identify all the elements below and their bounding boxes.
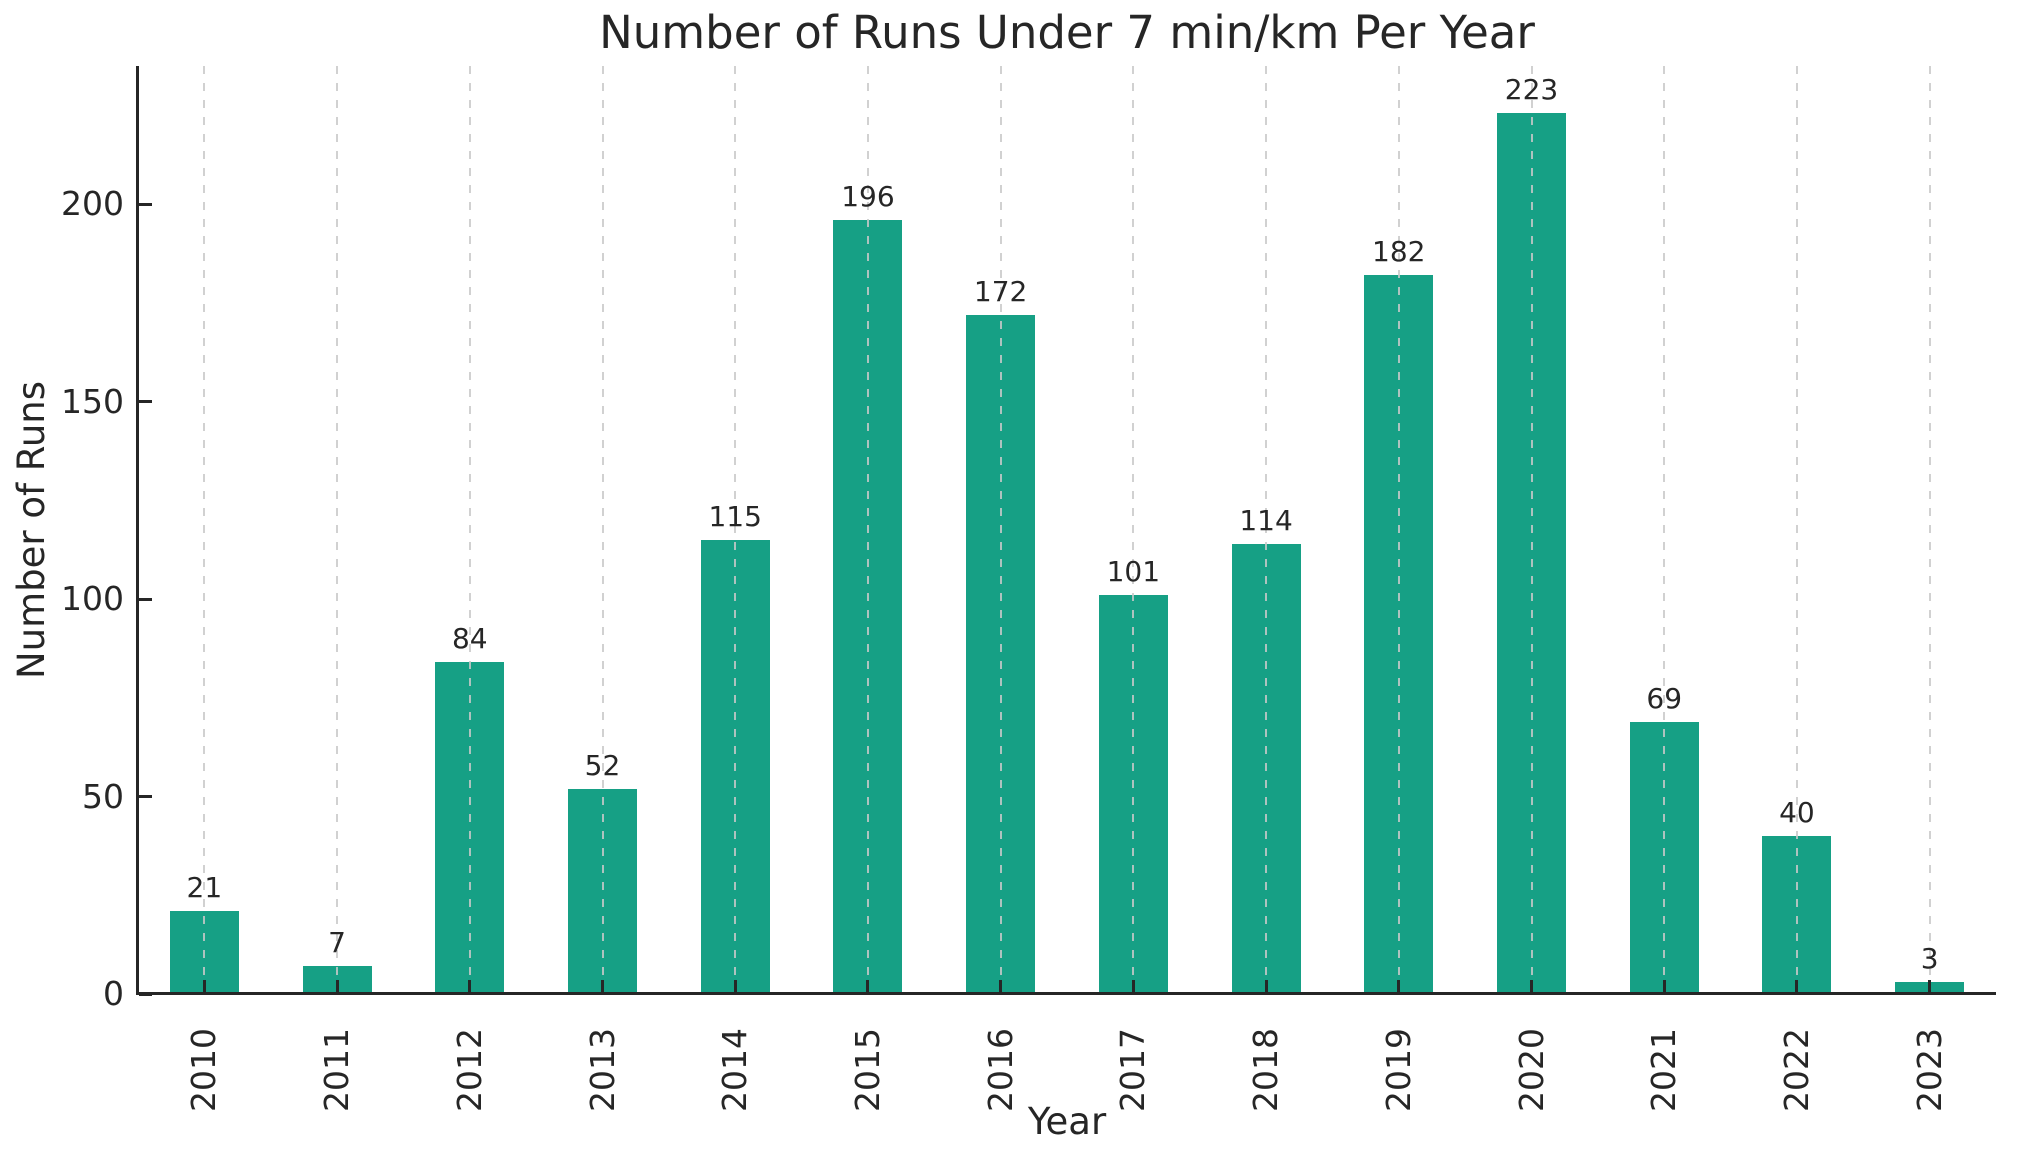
x-tick-mark — [999, 980, 1003, 992]
y-tick-label: 50 — [82, 776, 124, 816]
x-tick-label: 2011 — [317, 1028, 357, 1112]
x-tick-label: 2013 — [582, 1028, 622, 1112]
x-tick-label: 2017 — [1113, 1028, 1153, 1112]
gridline — [999, 66, 1002, 992]
y-tick-label: 200 — [61, 184, 124, 224]
y-tick-label: 150 — [61, 381, 124, 421]
x-tick-label: 2019 — [1378, 1028, 1418, 1112]
x-tick-mark — [335, 980, 339, 992]
bar-value-label: 7 — [328, 926, 346, 960]
x-tick-mark — [733, 980, 737, 992]
bar-value-label: 115 — [708, 499, 762, 533]
x-tick-label: 2010 — [184, 1028, 224, 1112]
y-tick-mark — [139, 795, 152, 799]
bar-value-label: 21 — [186, 871, 223, 905]
gridline — [866, 66, 869, 992]
y-tick-mark — [139, 597, 152, 601]
y-tick-mark — [139, 202, 152, 206]
y-tick-label: 0 — [103, 974, 124, 1013]
x-tick-label: 2018 — [1246, 1028, 1286, 1112]
bar-value-label: 172 — [973, 274, 1028, 308]
x-tick-mark — [601, 980, 604, 992]
bar-value-label: 84 — [451, 622, 488, 656]
gridline — [1132, 66, 1135, 992]
y-tick-mark — [139, 992, 152, 996]
x-tick-label: 2020 — [1511, 1028, 1551, 1112]
x-tick-label: 2014 — [715, 1028, 755, 1112]
gridline — [1397, 66, 1400, 992]
x-tick-mark — [1131, 980, 1135, 992]
gridline — [734, 66, 737, 992]
gridline — [203, 66, 206, 992]
bar-value-label: 69 — [1646, 681, 1683, 715]
bar-value-label: 3 — [1920, 942, 1939, 976]
x-tick-label: 2021 — [1644, 1028, 1684, 1112]
bar-value-label: 223 — [1504, 73, 1559, 107]
x-axis-label: Year — [1027, 1100, 1107, 1143]
x-axis-spine — [136, 992, 1996, 995]
x-tick-label: 2016 — [980, 1028, 1020, 1112]
y-axis-label: Number of Runs — [10, 380, 53, 680]
gridline — [1530, 66, 1533, 992]
x-tick-mark — [468, 980, 472, 992]
chart-title: Number of Runs Under 7 min/km Per Year — [599, 6, 1535, 59]
bar-value-label: 40 — [1779, 796, 1815, 830]
gridline — [336, 66, 339, 992]
x-tick-mark — [866, 980, 870, 992]
gridline — [1663, 66, 1666, 992]
x-tick-label: 2015 — [847, 1028, 887, 1112]
bar-value-label: 52 — [584, 748, 621, 782]
x-tick-mark — [1662, 980, 1666, 992]
gridline — [468, 66, 471, 992]
x-tick-mark — [1530, 980, 1533, 992]
x-tick-mark — [1397, 980, 1401, 992]
gridline — [1928, 66, 1931, 992]
bar-value-label: 196 — [841, 180, 895, 213]
y-tick-mark — [139, 400, 152, 404]
y-axis-spine — [136, 66, 139, 995]
x-tick-mark — [1795, 980, 1799, 992]
gridline — [601, 66, 604, 992]
x-tick-label: 2023 — [1909, 1028, 1949, 1112]
bar-value-label: 101 — [1106, 555, 1161, 589]
x-tick-label: 2012 — [449, 1028, 489, 1112]
x-tick-mark — [202, 980, 206, 992]
bar-value-label: 114 — [1239, 503, 1293, 537]
y-tick-label: 100 — [61, 579, 124, 619]
x-tick-mark — [1264, 980, 1268, 992]
x-tick-mark — [1928, 980, 1932, 992]
gridline — [1795, 66, 1798, 992]
bar-value-label: 182 — [1372, 235, 1426, 269]
gridline — [1265, 66, 1268, 992]
x-tick-label: 2022 — [1776, 1028, 1816, 1112]
